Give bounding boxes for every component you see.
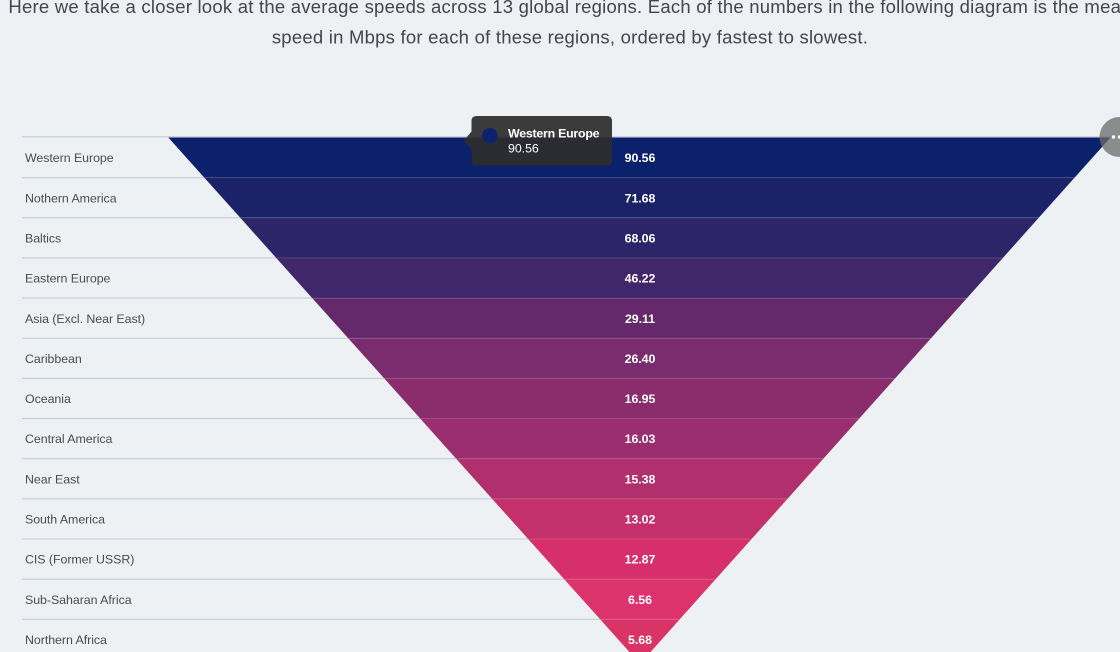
svg-text:16.95: 16.95 <box>625 392 656 406</box>
svg-text:South America: South America <box>25 513 105 527</box>
svg-text:Sub-Saharan Africa: Sub-Saharan Africa <box>25 593 132 607</box>
svg-text:71.68: 71.68 <box>625 191 656 205</box>
svg-text:29.11: 29.11 <box>625 312 655 326</box>
svg-text:Eastern Europe: Eastern Europe <box>25 272 111 286</box>
svg-text:Baltics: Baltics <box>25 231 61 245</box>
svg-text:Caribbean: Caribbean <box>25 352 82 366</box>
svg-text:16.03: 16.03 <box>625 432 656 446</box>
svg-text:13.02: 13.02 <box>625 513 656 527</box>
svg-text:90.56: 90.56 <box>625 151 656 165</box>
svg-text:Western Europe: Western Europe <box>25 151 114 165</box>
svg-text:Western Europe: Western Europe <box>508 126 600 140</box>
svg-text:speed in Mbps for each of thes: speed in Mbps for each of these regions,… <box>272 26 868 47</box>
svg-text:Nothern America: Nothern America <box>25 191 117 205</box>
svg-text:Oceania: Oceania <box>25 392 71 406</box>
svg-text:6.56: 6.56 <box>628 593 652 607</box>
svg-text:12.87: 12.87 <box>625 553 656 567</box>
svg-text:68.06: 68.06 <box>625 231 656 245</box>
svg-text:46.22: 46.22 <box>625 272 656 286</box>
svg-text:5.68: 5.68 <box>628 633 652 647</box>
svg-text:CIS (Former USSR): CIS (Former USSR) <box>25 553 134 567</box>
svg-text:90.56: 90.56 <box>508 142 539 156</box>
svg-text:Here we take a closer look at: Here we take a closer look at the averag… <box>8 0 1120 17</box>
svg-text:15.38: 15.38 <box>625 472 656 486</box>
svg-text:26.40: 26.40 <box>625 352 656 366</box>
svg-text:Asia (Excl. Near East): Asia (Excl. Near East) <box>25 312 145 326</box>
svg-text:Near East: Near East <box>25 472 80 486</box>
svg-text:Central America: Central America <box>25 432 113 446</box>
svg-text:Northern Africa: Northern Africa <box>25 633 107 647</box>
